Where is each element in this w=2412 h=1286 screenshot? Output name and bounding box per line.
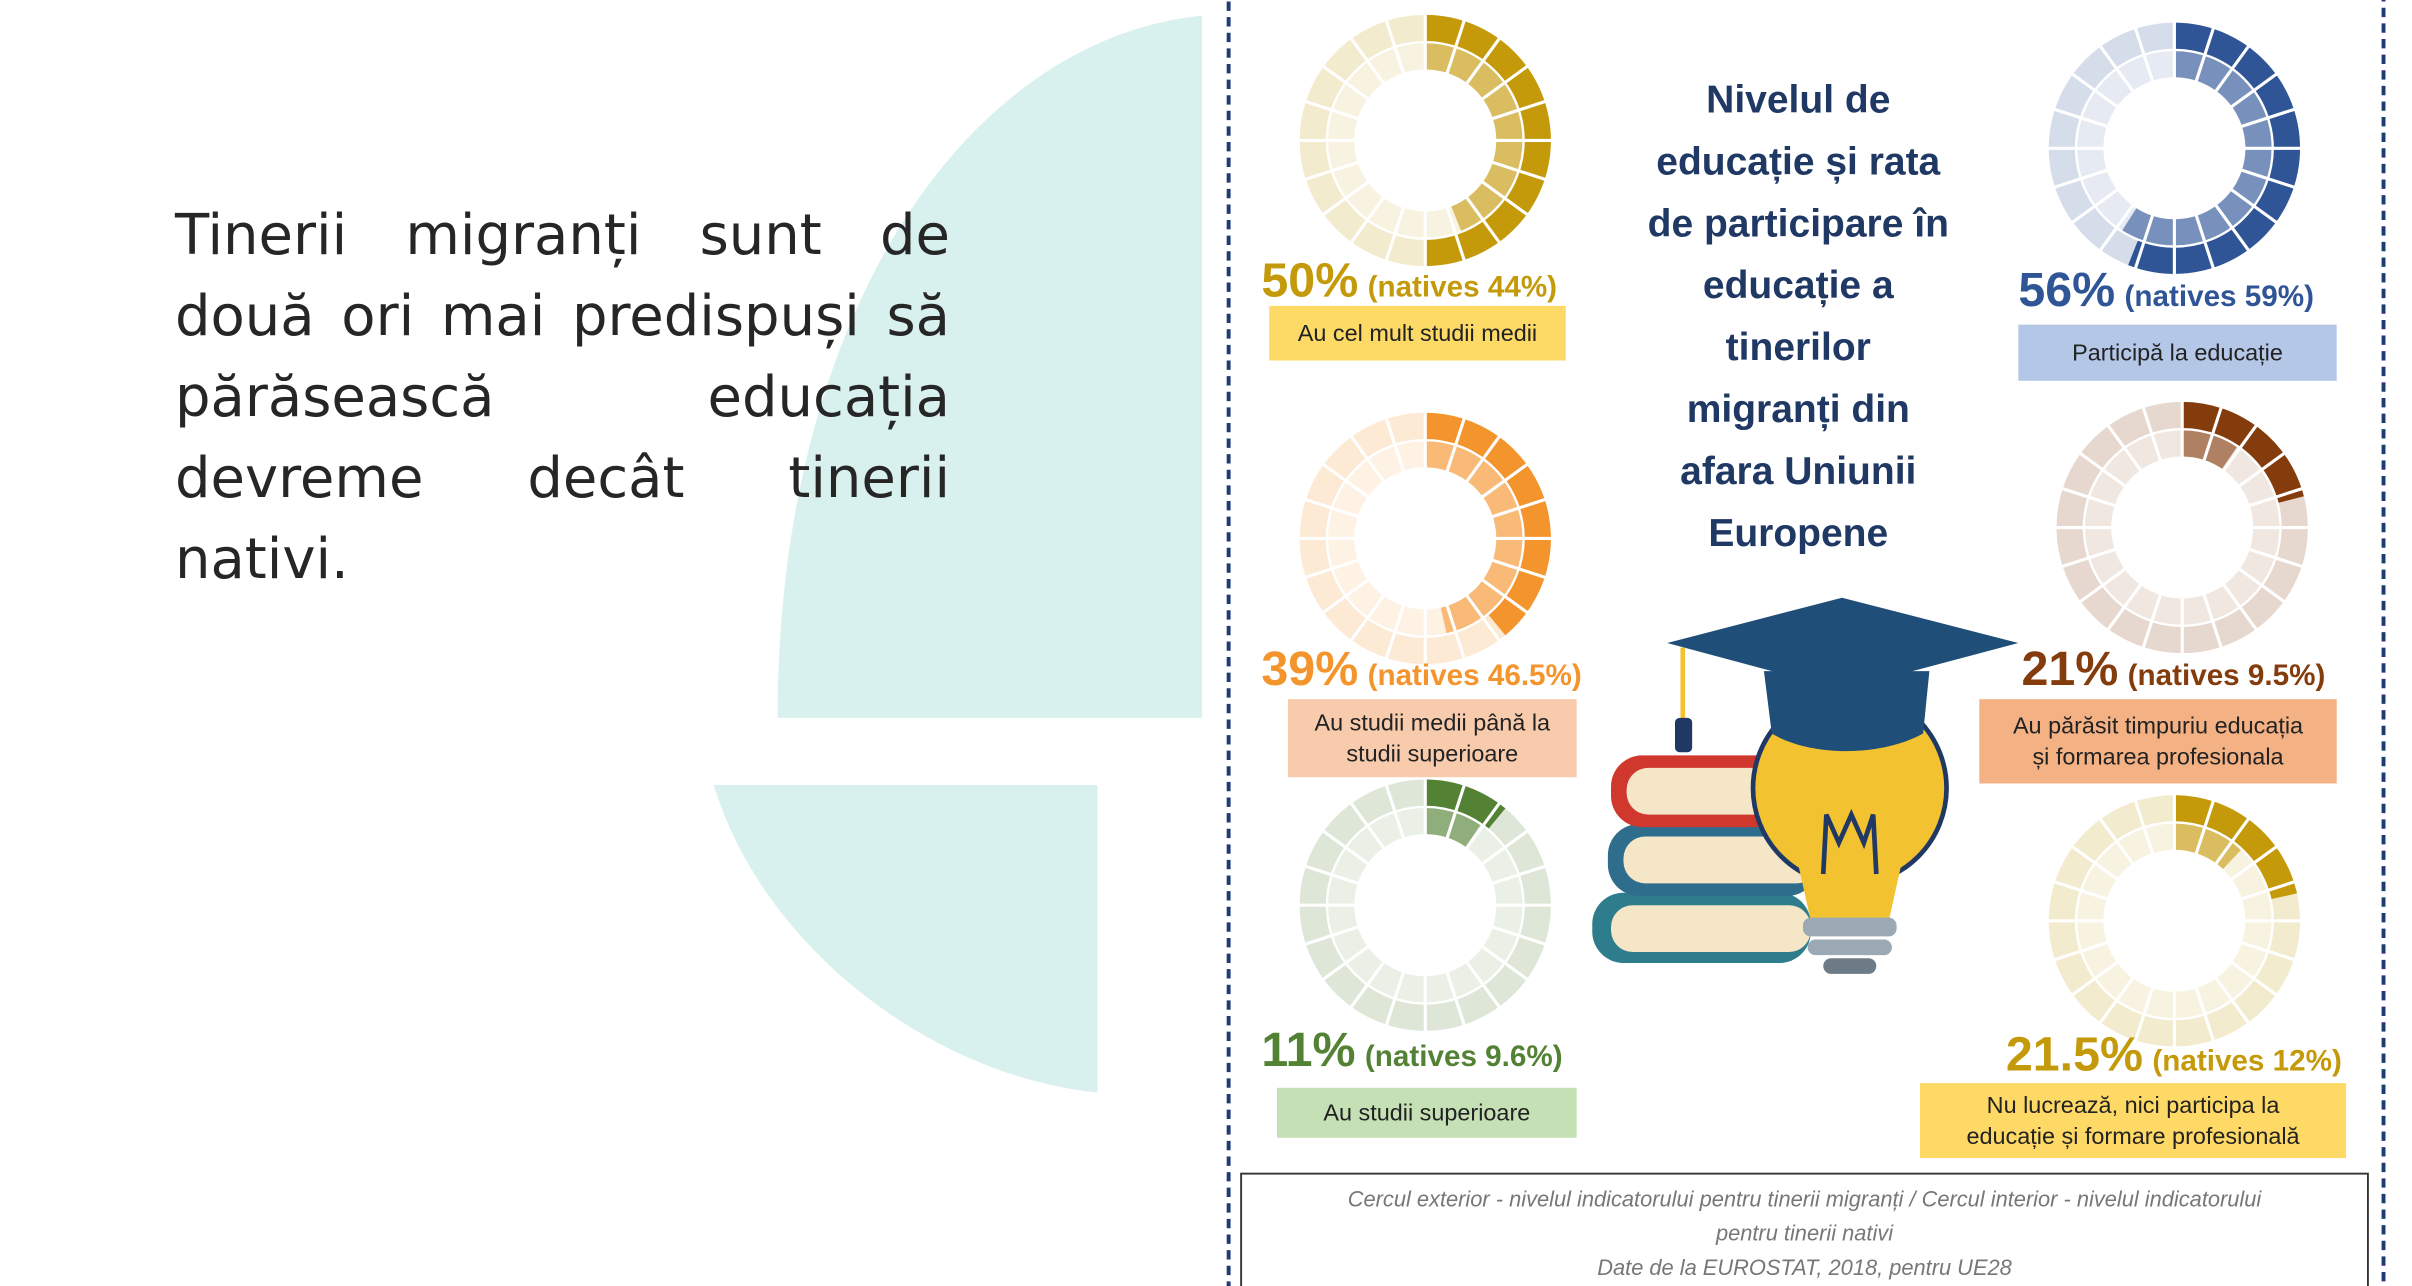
- label-box: [1979, 699, 2337, 784]
- footnote-line: Cercul exterior - nivelul indicatorului …: [1348, 1186, 2263, 1211]
- footnote-line: pentru tinerii nativi: [1715, 1221, 1894, 1246]
- illustration: [1592, 597, 2019, 974]
- category-label: Au studii superioare: [1323, 1100, 1530, 1126]
- label-box: [1269, 305, 1566, 361]
- title-line: educație și rata: [1656, 140, 1940, 183]
- outer-arc: [1425, 779, 1506, 829]
- ring-divider: [2074, 48, 2274, 248]
- value-label: 56%: [2018, 263, 2115, 317]
- outer-arc: [1425, 14, 1551, 267]
- category-label: Au studii medii până la: [1315, 709, 1551, 735]
- decor-shape: [777, 15, 1203, 718]
- inner-arc: [1425, 42, 1523, 232]
- label-box: [2018, 324, 2337, 381]
- title-line: migranți din: [1687, 388, 1910, 431]
- title-line: afara Uniunii: [1680, 450, 1916, 493]
- title-line: tinerilor: [1726, 326, 1871, 369]
- title-line: Nivelul de: [1706, 78, 1890, 121]
- title-line: educație a: [1703, 264, 1894, 307]
- ring-divider: [1325, 438, 1525, 638]
- footnote-box: [1240, 1172, 2369, 1286]
- label-box: [1920, 1083, 2347, 1159]
- outer-arc: [2128, 22, 2301, 274]
- value-label: 39%: [1261, 642, 1358, 696]
- natives-label: (natives 59%): [2125, 280, 2314, 313]
- category-label: educație și formare profesională: [1967, 1123, 2301, 1149]
- category-label: Participă la educație: [2072, 340, 2283, 366]
- label-box: [1277, 1087, 1577, 1138]
- outer-arc: [2182, 401, 2304, 503]
- inner-arc: [2174, 823, 2242, 870]
- category-label: studii superioare: [1346, 741, 1518, 767]
- natives-label: (natives 9.6%): [1365, 1040, 1563, 1073]
- title-line: Europene: [1708, 512, 1888, 555]
- ring-divider: [2082, 428, 2282, 628]
- ring-divider: [1325, 805, 1525, 1005]
- ring-divider: [1325, 40, 1525, 240]
- body-text: Tinerii migranți sunt de două ori mai pr…: [175, 203, 950, 592]
- infographic-border: [1226, 0, 2386, 1286]
- natives-label: (natives 44%): [1368, 271, 1557, 304]
- category-label: Au cel mult studii medii: [1298, 320, 1537, 346]
- category-label: și formarea profesionala: [2032, 744, 2284, 770]
- ring-divider: [2074, 821, 2274, 1021]
- natives-label: (natives 9.5%): [2128, 659, 2326, 692]
- value-label: 11%: [1261, 1023, 1355, 1077]
- title-line: de participare în: [1648, 202, 1949, 245]
- label-box: [1287, 699, 1577, 778]
- inner-arc: [2122, 50, 2272, 246]
- category-label: Au părăsit timpuriu educația: [2013, 713, 2304, 739]
- footnote-line: Date de la EUROSTAT, 2018, pentru UE28: [1597, 1255, 2012, 1280]
- inner-arc: [2182, 429, 2238, 469]
- outer-arc: [2174, 795, 2298, 900]
- natives-label: (natives 12%): [2152, 1045, 2341, 1078]
- value-label: 50%: [1261, 254, 1358, 308]
- category-label: Nu lucrează, nici participa la: [1987, 1092, 2281, 1118]
- inner-arc: [1425, 440, 1523, 634]
- decor-shape: [713, 785, 1098, 1093]
- natives-label: (natives 46.5%): [1368, 659, 1582, 692]
- inner-arc: [1425, 807, 1481, 847]
- value-label: 21.5%: [2006, 1028, 2143, 1082]
- value-label: 21%: [2021, 642, 2118, 696]
